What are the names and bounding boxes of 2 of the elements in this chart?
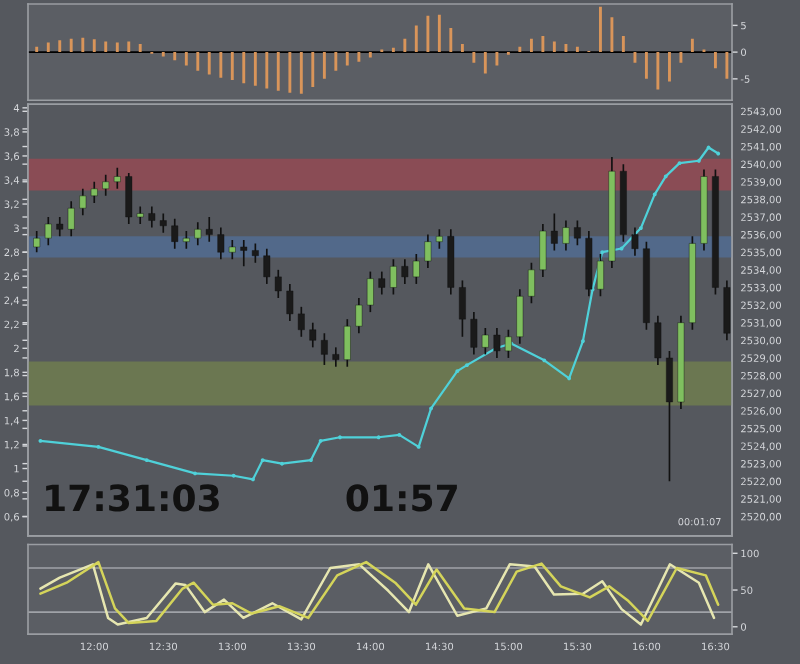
annotation: 17:31:03 [46, 484, 219, 512]
annotation: 01:57 [346, 484, 457, 512]
